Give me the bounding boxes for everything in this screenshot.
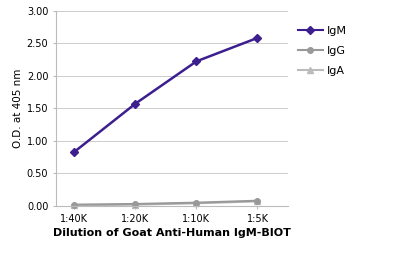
X-axis label: Dilution of Goat Anti-Human IgM-BIOT: Dilution of Goat Anti-Human IgM-BIOT [53,228,291,238]
Legend: IgM, IgG, IgA: IgM, IgG, IgA [298,26,347,76]
IgM [255,36,260,40]
IgM [72,150,77,153]
Line: IgM: IgM [72,35,260,155]
IgA [194,202,199,205]
Y-axis label: O.D. at 405 nm: O.D. at 405 nm [12,69,22,148]
IgA [133,203,138,206]
IgG [133,202,138,206]
IgG [72,203,77,206]
IgM [133,102,138,105]
Line: IgA: IgA [72,199,260,208]
IgG [194,201,199,204]
IgG [255,199,260,202]
IgM [194,60,199,63]
IgA [72,204,77,207]
IgA [255,200,260,203]
Line: IgG: IgG [72,198,260,208]
